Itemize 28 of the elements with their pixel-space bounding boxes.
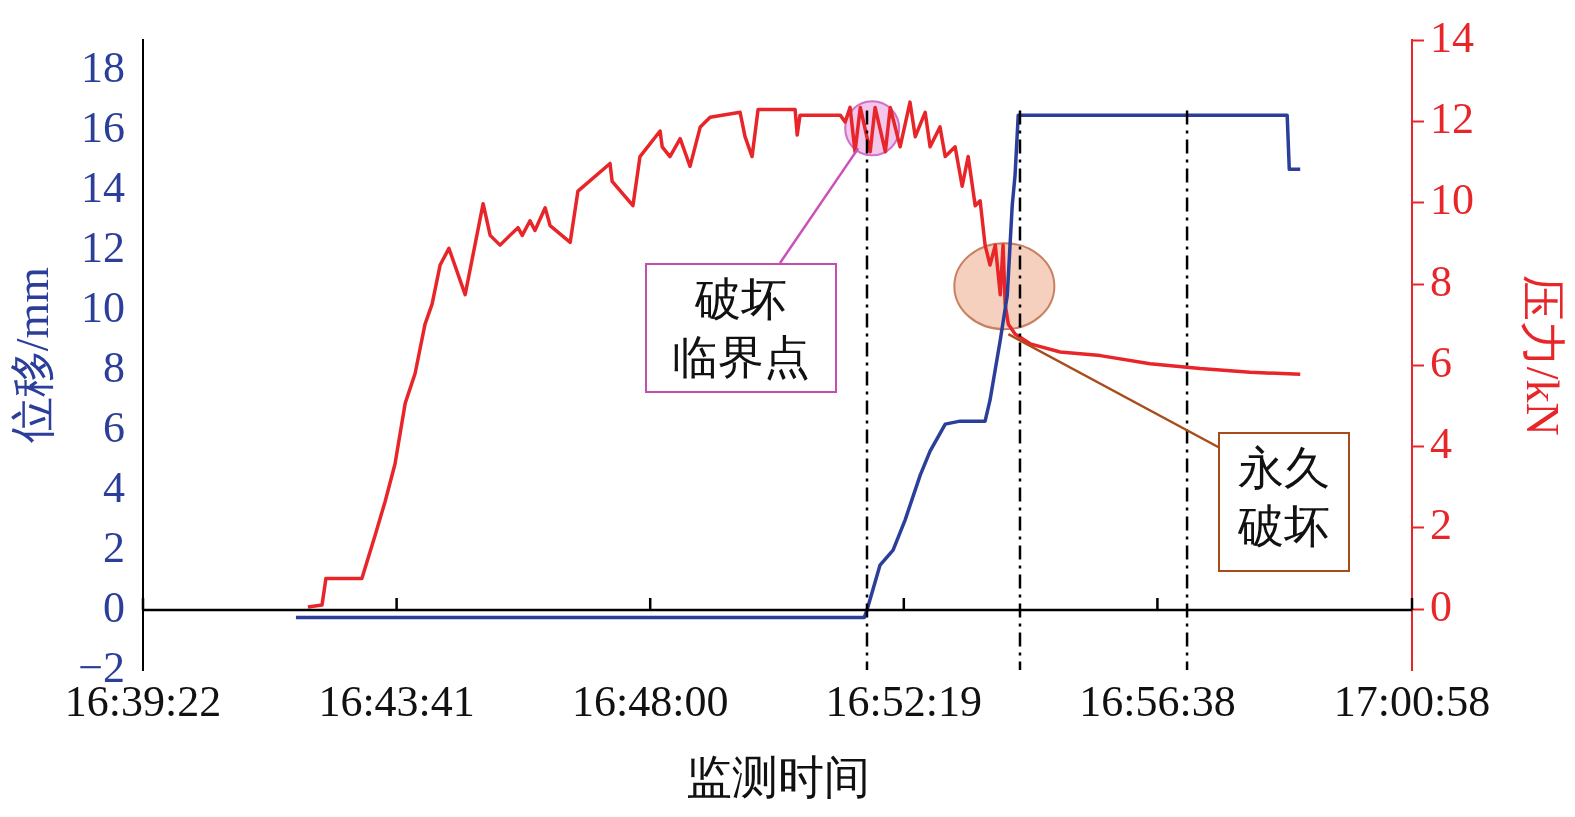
y-tick-label: 10	[81, 282, 125, 332]
annotation: 破坏临界点	[645, 263, 837, 393]
y2-tick-label: 12	[1430, 94, 1474, 144]
y-tick-label: 18	[81, 42, 125, 92]
y-tick-label: 14	[81, 162, 125, 212]
x-tick-label: 16:52:19	[825, 676, 983, 726]
y2-tick-label: 4	[1430, 419, 1452, 469]
y2-tick-label: 6	[1430, 337, 1452, 387]
y-tick-label: 4	[103, 462, 125, 512]
annotation: 永久破坏	[1218, 432, 1350, 572]
x-tick-label: 16:43:41	[318, 676, 475, 726]
y2-tick-label: 14	[1430, 12, 1474, 62]
y-tick-label: 8	[103, 342, 125, 392]
y2-tick-label: 10	[1430, 175, 1474, 225]
x-tick-label: 17:00:58	[1333, 676, 1491, 726]
y2-tick-label: 2	[1430, 500, 1452, 550]
y2-tick-label: 8	[1430, 256, 1452, 306]
y-tick-label: 16	[81, 102, 125, 152]
y-tick-label: 2	[103, 522, 125, 572]
y2-tick-label: 0	[1430, 581, 1452, 631]
y-tick-label: 12	[81, 222, 125, 272]
x-axis-title: 监测时间	[685, 752, 870, 804]
x-tick-label: 16:48:00	[571, 676, 729, 726]
y-tick-label: 0	[103, 582, 125, 632]
y2-axis-title: 压力/kN	[1517, 274, 1569, 436]
y-tick-label: 6	[103, 402, 125, 452]
y-axis-title: 位移/mm	[6, 266, 58, 444]
x-tick-label: 16:56:38	[1079, 676, 1236, 726]
